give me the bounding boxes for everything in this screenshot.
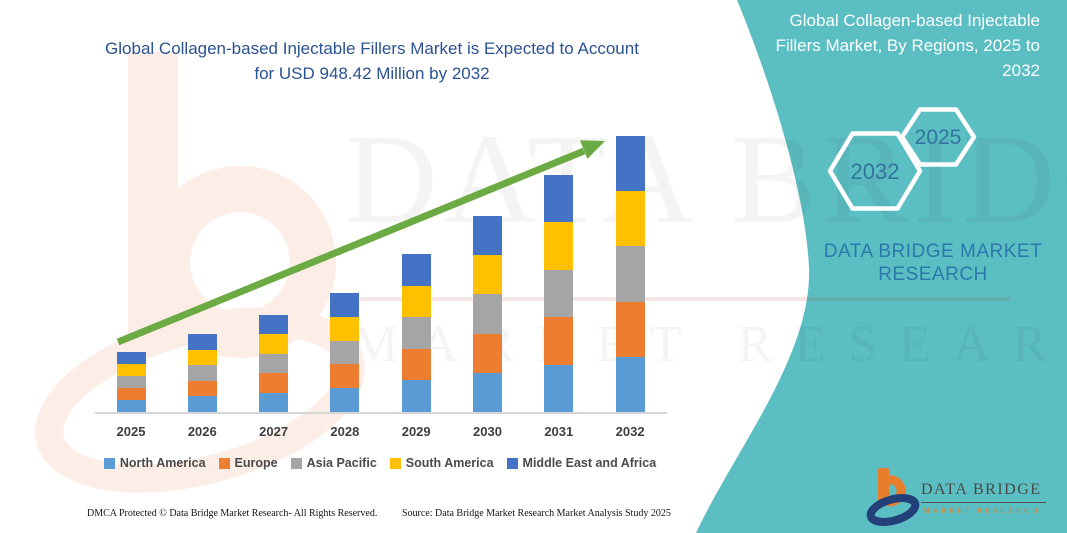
legend-swatch xyxy=(103,457,115,469)
watermark-underline xyxy=(338,297,1010,301)
legend-label: Europe xyxy=(234,456,278,470)
panel-title: Global Collagen-based Injectable Fillers… xyxy=(775,11,1040,80)
legend-item-asia-pacific: Asia Pacific xyxy=(290,456,377,470)
hexagon-label-2025: 2025 xyxy=(914,126,962,149)
legend-item-middle-east-and-africa: Middle East and Africa xyxy=(506,456,657,470)
legend-label: North America xyxy=(119,456,206,470)
panel-brand-caption: DATA BRIDGE MARKET RESEARCH xyxy=(823,241,1043,285)
legend: North America Europe Asia Pacific South Ame… xyxy=(80,456,680,470)
logo-name: DATA BRIDGE xyxy=(921,481,1046,503)
legend-swatch xyxy=(389,457,401,469)
trend-arrow-line xyxy=(116,147,586,346)
x-axis-line xyxy=(95,412,667,414)
legend-swatch xyxy=(506,457,518,469)
trend-arrow-head xyxy=(579,140,605,159)
footer-dmca: DMCA Protected © Data Bridge Market Rese… xyxy=(87,508,378,519)
hexagon-2032-outline xyxy=(827,131,923,211)
footer-source: Source: Data Bridge Market Research Mark… xyxy=(402,508,671,519)
legend-label: Asia Pacific xyxy=(306,456,377,470)
hexagon-2025-outline xyxy=(899,107,977,167)
logo-d-swoosh xyxy=(866,494,920,526)
legend-swatch xyxy=(218,457,230,469)
hexagon-label-2032: 2032 xyxy=(850,159,900,184)
watermark-text-line1: DATA BRIDGE xyxy=(345,108,1067,250)
teal-panel-shape xyxy=(696,0,1067,533)
legend-item-north-america: North America xyxy=(103,456,206,470)
legend-label: Middle East and Africa xyxy=(522,456,657,470)
legend-label: South America xyxy=(405,456,494,470)
logo-b-stem xyxy=(878,468,889,504)
watermark-text-line2: MARKET RESEARCH xyxy=(352,316,1067,373)
chart-headline: Global Collagen-based Injectable Fillers… xyxy=(105,39,639,83)
legend-item-south-america: South America xyxy=(389,456,494,470)
logo-subtitle: MARKET RESEARCH xyxy=(923,506,1041,515)
legend-swatch xyxy=(290,457,302,469)
legend-item-europe: Europe xyxy=(218,456,278,470)
